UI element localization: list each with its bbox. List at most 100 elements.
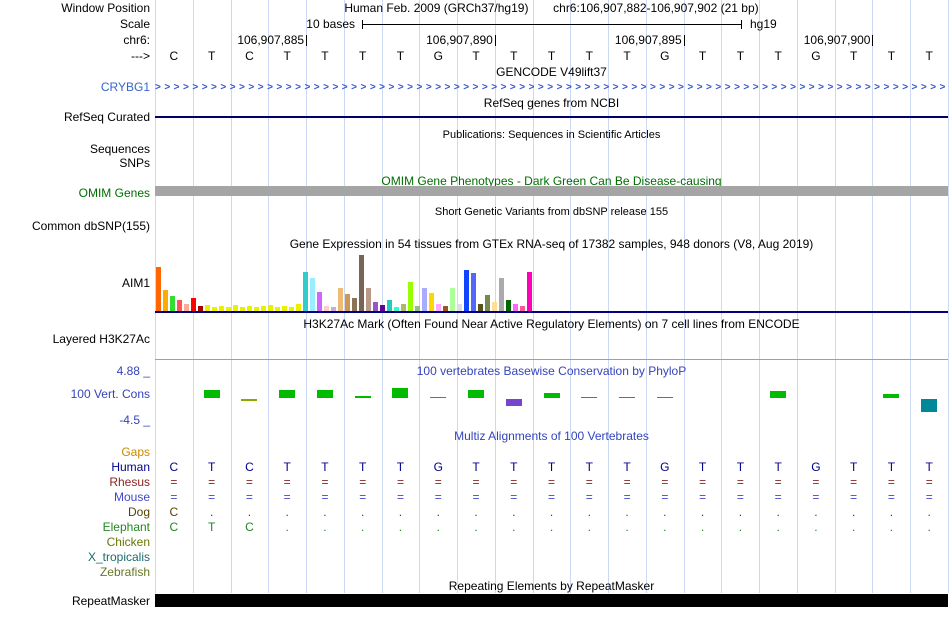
gtex-expression-bar[interactable] [191,298,196,312]
gtex-expression-bar[interactable] [513,304,518,312]
gtex-expression-bar[interactable] [408,282,413,312]
gtex-expression-bar[interactable] [352,298,357,312]
gtex-expression-bar[interactable] [331,307,336,312]
gtex-expression-bar[interactable] [387,300,392,312]
alignment-cell: = [850,490,858,504]
gridline [268,0,269,593]
gtex-expression-bar[interactable] [177,300,182,312]
gtex-expression-bar[interactable] [506,300,511,312]
repeatmasker-element-bar[interactable] [155,594,948,607]
gtex-expression-bar[interactable] [303,272,308,312]
gtex-expression-bar[interactable] [527,272,532,312]
aim1-gene-label[interactable]: AIM1 [121,276,150,290]
gtex-expression-bar[interactable] [429,293,434,312]
gtex-expression-bar[interactable] [499,278,504,312]
species-label-elephant[interactable]: Elephant [102,520,150,534]
snps-label[interactable]: SNPs [119,156,150,170]
common-dbsnp-label[interactable]: Common dbSNP(155) [31,219,150,233]
gtex-expression-bar[interactable] [520,306,525,312]
omim-genes-label[interactable]: OMIM Genes [78,186,150,200]
gtex-expression-bar[interactable] [422,288,427,312]
conservation-mark [770,391,787,398]
gtex-expression-chart[interactable] [156,254,536,312]
gtex-expression-bar[interactable] [415,306,420,312]
alignment-cell: C [169,520,179,534]
gtex-expression-bar[interactable] [471,273,476,312]
gtex-expression-bar[interactable] [394,307,399,312]
gtex-expression-bar[interactable] [359,255,364,312]
gtex-expression-bar[interactable] [212,307,217,312]
gridline [193,0,194,593]
gtex-expression-bar[interactable] [401,304,406,312]
h3k27ac-track-row: Layered H3K27Ac [0,333,950,346]
species-label-zebrafish[interactable]: Zebrafish [99,565,150,579]
gtex-expression-bar[interactable] [268,305,273,312]
repeatmasker-label[interactable]: RepeatMasker [71,594,150,608]
gtex-expression-bar[interactable] [261,306,266,312]
gtex-expression-bar[interactable] [338,288,343,312]
layered-h3k27ac-label[interactable]: Layered H3K27Ac [52,332,150,346]
gtex-expression-bar[interactable] [184,304,189,312]
gtex-expression-bar[interactable] [380,305,385,312]
gtex-expression-bar[interactable] [492,302,497,312]
species-label-gaps[interactable]: Gaps [121,445,150,459]
gtex-expression-bar[interactable] [443,306,448,312]
alignment-row-elephant: Elephant C T C.................. [0,520,950,535]
alignment-cell: T [736,460,745,474]
alignment-cell: . [285,520,289,534]
gtex-expression-bar[interactable] [289,307,294,312]
alignment-cell: . [323,520,327,534]
gtex-expression-bar[interactable] [296,304,301,312]
gtex-expression-bar[interactable] [478,304,483,312]
gtex-expression-bar[interactable] [198,306,203,312]
gridline [797,0,798,593]
gtex-expression-bar[interactable] [275,307,280,312]
alignment-cell: = [623,490,631,504]
alignment-cells: = = = = = = = = = = = = = = = = = = = = = [155,490,948,505]
sequences-label[interactable]: Sequences [89,142,150,156]
gtex-expression-bar[interactable] [317,292,322,312]
species-label-x_tropicalis[interactable]: X_tropicalis [87,550,150,564]
gtex-expression-bar[interactable] [219,306,224,312]
gtex-expression-bar[interactable] [324,306,329,312]
species-label-rhesus[interactable]: Rhesus [109,475,150,489]
alignment-cell: T [359,460,367,474]
refseq-curated-label[interactable]: RefSeq Curated [63,110,150,124]
vert-cons-label[interactable]: 100 Vert. Cons [70,387,150,401]
gtex-expression-bar[interactable] [464,270,469,312]
gtex-expression-bar[interactable] [457,304,462,312]
gtex-expression-bar[interactable] [205,305,210,312]
alignment-cell: = [548,475,556,489]
alignment-cell: . [549,505,554,519]
gene-label-crybg1[interactable]: CRYBG1 [100,80,150,94]
species-label-human[interactable]: Human [111,460,150,474]
alignment-cell: . [927,505,931,519]
gtex-expression-bar[interactable] [156,267,161,312]
gtex-expression-bar[interactable] [282,306,287,312]
conservation-signal-area[interactable] [155,378,948,422]
gtex-expression-bar[interactable] [450,288,455,312]
gtex-expression-bar[interactable] [366,288,371,312]
alignment-cell: . [776,505,780,519]
conservation-min-value: -4.5 _ [119,413,150,427]
gtex-expression-bar[interactable] [310,278,315,312]
gtex-expression-bar[interactable] [436,304,441,312]
gtex-expression-bar[interactable] [240,307,245,312]
gtex-expression-bar[interactable] [485,295,490,312]
gtex-expression-bar[interactable] [163,290,168,312]
gtex-expression-bar[interactable] [233,305,238,312]
species-label-dog[interactable]: Dog [127,505,150,519]
gtex-expression-bar[interactable] [170,296,175,312]
gtex-expression-bar[interactable] [373,302,378,312]
coordinate-tick-mark [494,35,496,46]
gtex-expression-bar[interactable] [247,306,252,312]
species-label-mouse[interactable]: Mouse [113,490,150,504]
gene-direction-arrows[interactable]: >>>>>>>>>>>>>>>>>>>>>>>>>>>>>>>>>>>>>>>>… [155,82,948,93]
gtex-expression-bar[interactable] [254,307,259,312]
species-label-chicken[interactable]: Chicken [106,535,150,549]
refseq-gene-line[interactable] [155,116,948,118]
omim-genes-bar[interactable] [155,186,948,196]
gtex-expression-bar[interactable] [226,307,231,312]
gtex-expression-bar[interactable] [345,294,350,312]
h3k27ac-track-baseline[interactable] [155,359,948,360]
